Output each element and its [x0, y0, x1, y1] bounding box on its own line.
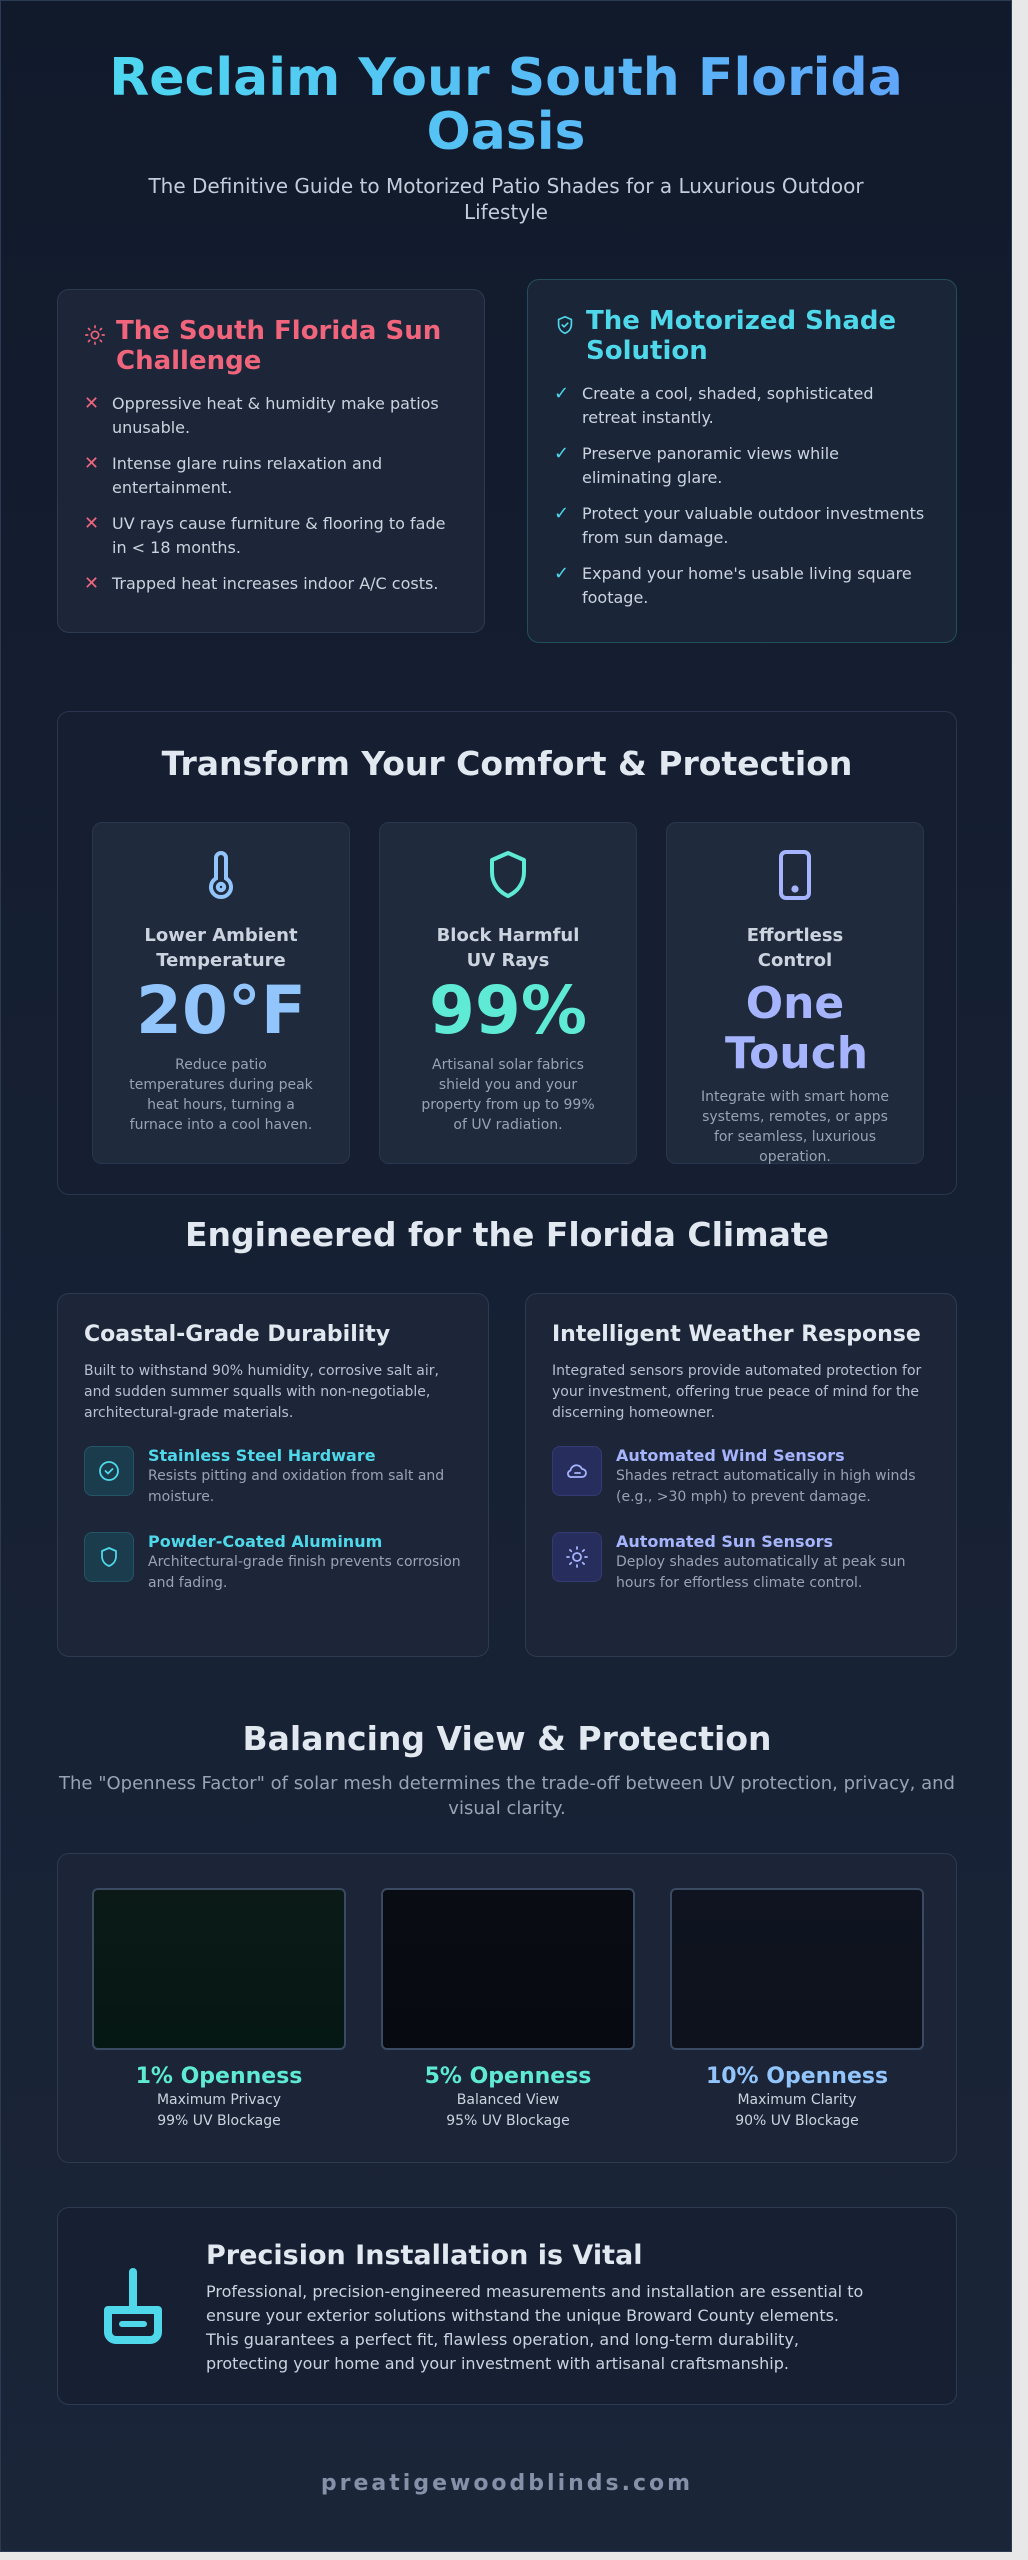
check-icon: ✓ — [554, 503, 570, 524]
list-item: ✓ Create a cool, shaded, sophisticated re… — [554, 382, 930, 430]
stat-card-control: Effortless Control One Touch Integrate w… — [666, 822, 924, 1165]
openness-section: 1% Openness Maximum Privacy 99% UV Block… — [57, 1853, 957, 2163]
shield-check-icon — [557, 315, 573, 335]
list-item: ✕ Intense glare ruins relaxation and ente… — [84, 452, 458, 500]
hero: Reclaim Your South Florida Oasis The Def… — [1, 1, 1011, 225]
check-icon: ✓ — [554, 383, 570, 404]
feature-item: Automated Wind Sensors Shades retract au… — [526, 1446, 956, 1508]
fabric-swatch — [670, 1888, 924, 2050]
weather-card: Intelligent Weather Response Integrated … — [525, 1293, 957, 1657]
balance-title: Balancing View & Protection — [242, 1719, 772, 1758]
balance-subtitle: The "Openness Factor" of solar mesh dete… — [59, 1773, 955, 1819]
list-item: ✓ Protect your valuable outdoor investmen… — [554, 502, 930, 550]
list-item: ✓ Expand your home's usable living square… — [554, 562, 930, 610]
thermometer-icon — [209, 850, 233, 900]
tool-icon — [104, 2268, 162, 2344]
stat-desc: Reduce patio temperatures during peak he… — [129, 1057, 313, 1133]
openness-title: 5% Openness — [424, 2064, 592, 2089]
openness-line: 99% UV Blockage — [157, 2113, 281, 2129]
stat-value: 99% — [429, 972, 587, 1049]
transform-title: Transform Your Comfort & Protection — [161, 744, 853, 783]
smartphone-icon — [779, 850, 811, 900]
challenge-title: The South Florida Sun Challenge — [116, 316, 442, 376]
openness-line: 90% UV Blockage — [735, 2113, 859, 2129]
solution-card: The Motorized Shade Solution ✓ Create a c… — [527, 279, 957, 643]
feature-title: Stainless Steel Hardware — [148, 1446, 376, 1465]
list-item: ✕ Oppressive heat & humidity make patios … — [84, 392, 458, 440]
openness-option-5: 5% Openness Balanced View 95% UV Blockag… — [381, 1888, 635, 2132]
shield-icon — [490, 851, 526, 898]
openness-line: 95% UV Blockage — [446, 2113, 570, 2129]
x-icon: ✕ — [84, 573, 100, 594]
stat-desc: Artisanal solar fabrics shield you and y… — [421, 1057, 595, 1133]
check-circle-icon — [99, 1461, 119, 1481]
openness-option-10: 10% Openness Maximum Clarity 90% UV Bloc… — [670, 1888, 924, 2132]
stat-value: One Touch — [725, 978, 869, 1079]
check-icon: ✓ — [554, 443, 570, 464]
card-title: Intelligent Weather Response — [552, 1322, 921, 1347]
card-title: Coastal-Grade Durability — [84, 1322, 391, 1347]
feature-title: Automated Wind Sensors — [616, 1446, 845, 1465]
openness-line: Balanced View — [456, 2092, 560, 2108]
solution-title: The Motorized Shade Solution — [586, 306, 897, 366]
card-desc: Integrated sensors provide automated pro… — [552, 1363, 922, 1421]
check-icon: ✓ — [554, 563, 570, 584]
fabric-swatch — [92, 1888, 346, 2050]
stat-card-uv: Block Harmful UV Rays 99% Artisanal sola… — [379, 822, 637, 1164]
stat-value: 20°F — [136, 972, 306, 1049]
feature-item: Stainless Steel Hardware Resists pitting… — [58, 1446, 488, 1508]
feature-item: Powder-Coated Aluminum Architectural-gra… — [58, 1532, 488, 1594]
challenge-list: ✕ Oppressive heat & humidity make patios … — [58, 376, 484, 596]
installation-title: Precision Installation is Vital — [206, 2240, 643, 2271]
stat-desc: Integrate with smart home systems, remot… — [701, 1089, 889, 1165]
engineered-title: Engineered for the Florida Climate — [184, 1215, 830, 1254]
openness-option-1: 1% Openness Maximum Privacy 99% UV Block… — [92, 1888, 346, 2132]
feature-title: Powder-Coated Aluminum — [148, 1532, 383, 1551]
list-item: ✕ Trapped heat increases indoor A/C costs… — [84, 573, 439, 594]
feature-desc: Resists pitting and oxidation from salt … — [148, 1468, 445, 1505]
feature-desc: Architectural-grade finish prevents corr… — [148, 1554, 461, 1591]
x-icon: ✕ — [84, 393, 100, 414]
page-subtitle: The Definitive Guide to Motorized Patio … — [148, 174, 864, 224]
fabric-swatch — [381, 1888, 635, 2050]
feature-desc: Shades retract automatically in high win… — [616, 1468, 916, 1505]
feature-item: Automated Sun Sensors Deploy shades auto… — [526, 1532, 956, 1594]
stat-label: Block Harmful UV Rays — [436, 925, 580, 971]
wind-cloud-icon — [567, 1464, 587, 1478]
card-desc: Built to withstand 90% humidity, corrosi… — [84, 1363, 439, 1421]
solution-list: ✓ Create a cool, shaded, sophisticated re… — [528, 366, 956, 610]
x-icon: ✕ — [84, 513, 100, 534]
shield-icon — [101, 1547, 117, 1567]
durability-card: Coastal-Grade Durability Built to withst… — [57, 1293, 489, 1657]
stat-card-temperature: Lower Ambient Temperature 20°F Reduce pa… — [92, 822, 350, 1164]
transform-section: Transform Your Comfort & Protection Lowe… — [57, 711, 957, 1195]
list-item: ✕ UV rays cause furniture & flooring to f… — [84, 512, 458, 560]
sun-icon — [566, 1546, 588, 1568]
x-icon: ✕ — [84, 453, 100, 474]
feature-title: Automated Sun Sensors — [616, 1532, 833, 1551]
list-item: ✓ Preserve panoramic views while eliminat… — [554, 442, 930, 490]
feature-desc: Deploy shades automatically at peak sun … — [616, 1554, 906, 1591]
openness-line: Maximum Clarity — [737, 2092, 857, 2108]
stat-label: Effortless Control — [746, 925, 844, 971]
sun-icon — [85, 325, 105, 345]
page-title: Reclaim Your South Florida Oasis — [106, 51, 906, 159]
footer-site: preatigewoodblinds.com — [320, 2471, 694, 2496]
challenge-card: The South Florida Sun Challenge ✕ Oppress… — [57, 289, 485, 633]
openness-title: 1% Openness — [135, 2064, 303, 2089]
installation-desc: Professional, precision-engineered measu… — [206, 2282, 864, 2373]
openness-title: 10% Openness — [705, 2064, 889, 2089]
installation-card: Precision Installation is Vital Professi… — [57, 2207, 957, 2405]
stat-label: Lower Ambient Temperature — [144, 925, 298, 971]
openness-line: Maximum Privacy — [156, 2092, 282, 2108]
